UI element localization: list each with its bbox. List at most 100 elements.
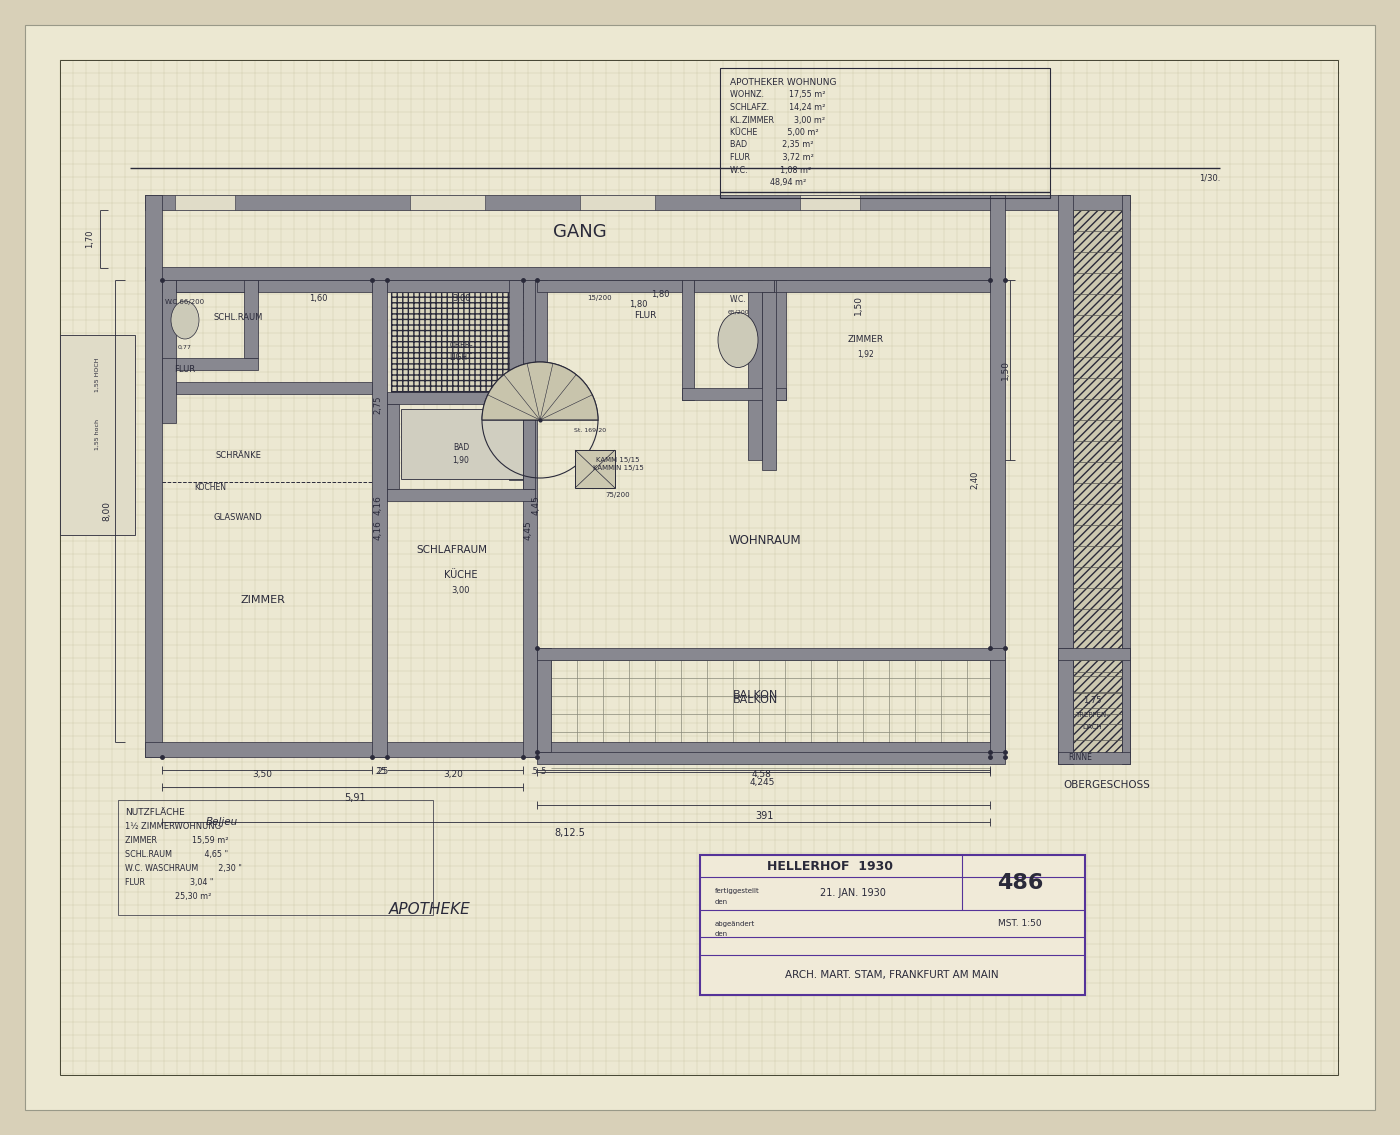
Text: KAMM 15/15: KAMM 15/15	[596, 457, 640, 463]
Bar	[762, 292, 776, 470]
Text: 21. JAN. 1930: 21. JAN. 1930	[820, 888, 886, 898]
Bar	[391, 292, 531, 392]
Text: 3,00: 3,00	[452, 586, 470, 595]
Text: abgeändert: abgeändert	[715, 920, 755, 927]
Text: 3,00: 3,00	[452, 294, 472, 303]
Text: .5: .5	[539, 767, 546, 776]
Bar	[162, 358, 176, 423]
Text: BAD              2,35 m²: BAD 2,35 m²	[729, 141, 813, 150]
Text: GLASWAND: GLASWAND	[214, 513, 262, 522]
Text: SCHL.RAUM             4,65 ": SCHL.RAUM 4,65 "	[125, 850, 228, 859]
Text: 4,245: 4,245	[749, 779, 774, 788]
Bar	[386, 404, 399, 489]
Text: ZIMMER: ZIMMER	[848, 336, 883, 345]
Text: 3,50: 3,50	[252, 771, 272, 780]
Bar	[1058, 195, 1072, 757]
Text: 1,50: 1,50	[1001, 360, 1009, 380]
Text: SCHRÄNKE: SCHRÄNKE	[216, 452, 260, 461]
Text: 1,60: 1,60	[309, 294, 328, 303]
Text: BAD: BAD	[452, 443, 469, 452]
Bar	[990, 195, 1005, 757]
Bar	[176, 358, 258, 370]
Text: 48,94 m²: 48,94 m²	[729, 178, 806, 187]
Text: SCHL.RAUM: SCHL.RAUM	[213, 312, 263, 321]
Bar	[538, 280, 682, 292]
Bar	[990, 648, 1005, 753]
Bar	[176, 280, 258, 292]
Bar	[575, 449, 615, 488]
Bar	[146, 195, 1130, 210]
Text: ZIMMER: ZIMMER	[241, 595, 286, 605]
Text: KL.ZIMMER        3,00 m²: KL.ZIMMER 3,00 m²	[729, 116, 825, 125]
Text: W.C.66/200: W.C.66/200	[165, 299, 204, 305]
Bar	[146, 195, 162, 757]
Bar	[175, 195, 235, 210]
Text: 8,12.5: 8,12.5	[554, 829, 585, 838]
Bar	[580, 195, 655, 210]
Bar	[386, 392, 535, 404]
Bar	[386, 280, 524, 292]
Text: ARCH. MART. STAM, FRANKFURT AM MAIN: ARCH. MART. STAM, FRANKFURT AM MAIN	[785, 970, 998, 980]
Text: APOTHEKER WOHNUNG: APOTHEKER WOHNUNG	[729, 78, 837, 87]
Text: HELLERHOF  1930: HELLERHOF 1930	[767, 859, 893, 873]
Bar	[1121, 195, 1130, 757]
Bar	[524, 280, 538, 757]
Bar	[535, 280, 547, 392]
Text: W.C.: W.C.	[729, 295, 746, 304]
Text: WOHNRAUM: WOHNRAUM	[728, 533, 801, 546]
Text: 1,55 HOCH: 1,55 HOCH	[95, 358, 99, 393]
Bar	[510, 280, 524, 480]
Text: OBERGESCHOSS: OBERGESCHOSS	[1063, 780, 1149, 790]
Ellipse shape	[718, 312, 757, 368]
Bar	[400, 409, 524, 479]
Text: KÖCHEN: KÖCHEN	[195, 484, 225, 493]
Bar	[162, 280, 372, 292]
Bar	[538, 753, 1005, 764]
Text: W.C. WASCHRAUM        2,30 ": W.C. WASCHRAUM 2,30 "	[125, 864, 242, 873]
Text: 15/200: 15/200	[588, 295, 612, 301]
Bar	[682, 388, 785, 400]
Text: 2,40: 2,40	[970, 471, 980, 489]
Bar	[386, 489, 535, 501]
Text: 1,50: 1,50	[854, 295, 862, 316]
Bar	[700, 855, 1085, 995]
Bar	[774, 280, 785, 400]
Bar	[524, 404, 535, 489]
Text: NUTZFLÄCHE: NUTZFLÄCHE	[125, 808, 185, 817]
Bar	[244, 280, 258, 358]
Text: KÜCHE            5,00 m²: KÜCHE 5,00 m²	[729, 128, 819, 137]
Text: MST. 1:50: MST. 1:50	[998, 918, 1042, 927]
Text: GANG: GANG	[553, 222, 606, 241]
Text: St. 169/20: St. 169/20	[574, 428, 606, 432]
Bar	[1058, 753, 1130, 764]
Bar	[176, 382, 372, 394]
Text: .25: .25	[374, 767, 386, 776]
Text: 65/200: 65/200	[727, 310, 749, 314]
Bar	[1058, 648, 1072, 764]
Text: 25,30 m²: 25,30 m²	[125, 892, 211, 901]
Text: 1,55 hoch: 1,55 hoch	[95, 420, 99, 451]
Text: Beljeu: Beljeu	[206, 817, 238, 827]
Bar	[146, 267, 1005, 280]
Text: 1,70: 1,70	[85, 229, 95, 249]
Text: 1,75: 1,75	[1082, 696, 1102, 705]
Text: 4,45: 4,45	[524, 520, 532, 540]
Text: 8,00: 8,00	[102, 501, 112, 521]
Bar	[776, 280, 990, 292]
Text: 1/30.: 1/30.	[1200, 174, 1221, 183]
Text: KÜCHE: KÜCHE	[444, 570, 477, 580]
Text: 1,80: 1,80	[651, 291, 669, 300]
Bar	[162, 280, 176, 370]
Text: 4,16: 4,16	[374, 520, 382, 540]
Text: KAMMIN 15/15: KAMMIN 15/15	[592, 465, 644, 471]
Text: FLUR: FLUR	[175, 365, 196, 375]
Text: TREPPEN-: TREPPEN-	[1075, 712, 1109, 718]
Text: FLUR: FLUR	[634, 311, 657, 319]
Text: fertiggestellt: fertiggestellt	[715, 888, 760, 894]
Bar	[799, 195, 860, 210]
Text: .5: .5	[531, 766, 538, 775]
Bar	[410, 195, 484, 210]
Text: SCHLAFRAUM: SCHLAFRAUM	[417, 545, 487, 555]
Text: FLUR                  3,04 ": FLUR 3,04 "	[125, 878, 213, 886]
Text: 4,45: 4,45	[532, 495, 540, 515]
